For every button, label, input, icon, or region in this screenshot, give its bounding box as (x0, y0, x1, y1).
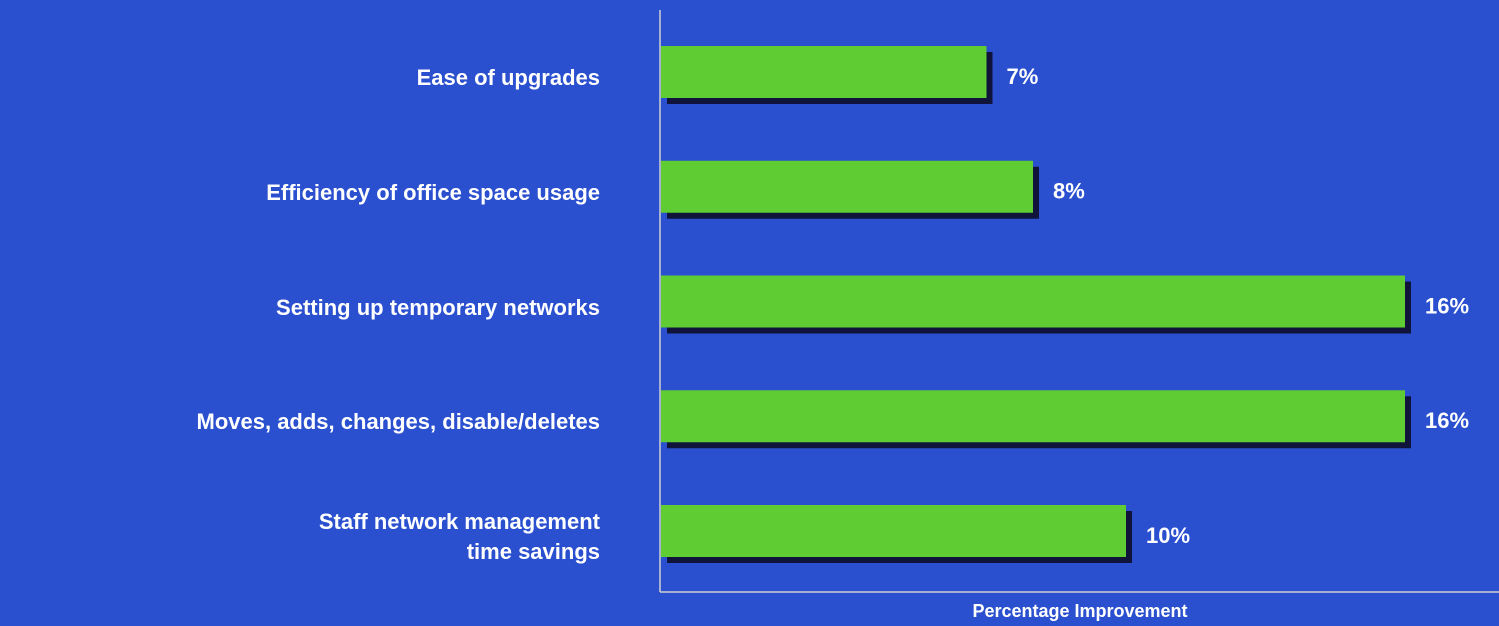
value-label: 10% (1146, 523, 1190, 548)
x-axis-label: Percentage Improvement (972, 601, 1187, 621)
category-label: Moves, adds, changes, disable/deletes (196, 409, 601, 435)
bar (661, 46, 987, 98)
value-label: 8% (1053, 179, 1085, 204)
value-label: 7% (1007, 64, 1039, 89)
category-label: Efficiency of office space usage (266, 179, 600, 205)
bar (661, 160, 1033, 213)
bar (661, 275, 1405, 328)
value-label: 16% (1425, 408, 1469, 433)
category-label: Setting up temporary networks (276, 294, 600, 320)
bar (661, 390, 1405, 443)
value-label: 16% (1425, 293, 1469, 318)
category-label: Staff network management time savings (318, 509, 600, 564)
bar (661, 505, 1126, 557)
category-label: Ease of upgrades (416, 65, 600, 90)
